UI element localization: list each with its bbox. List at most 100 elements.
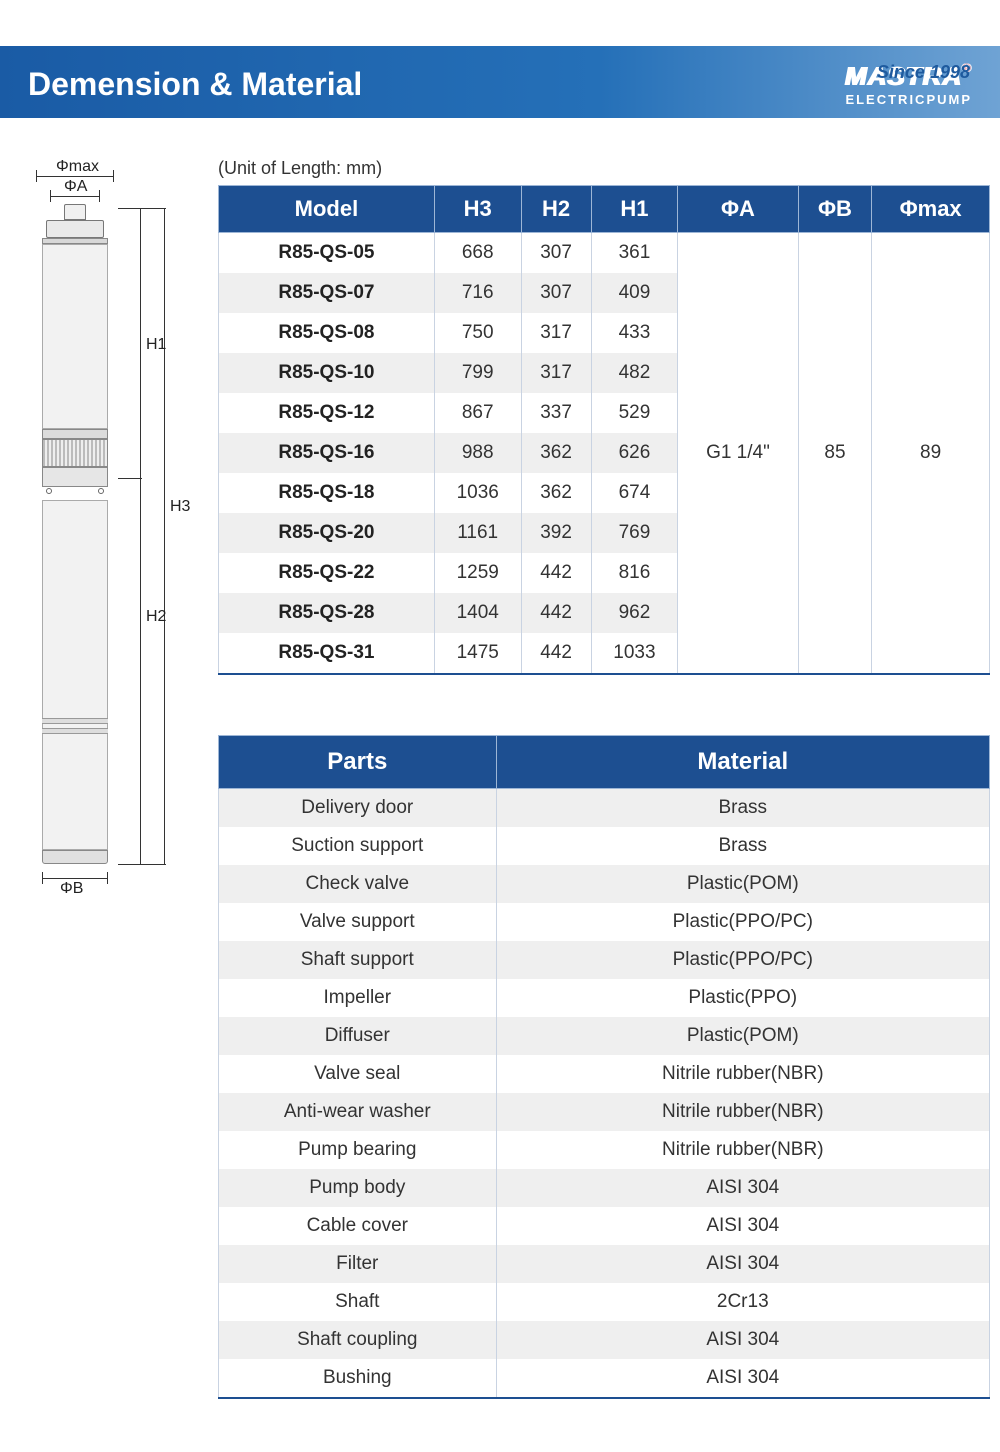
cell-value: 529 [591,393,678,433]
table-row: ImpellerPlastic(PPO) [219,979,990,1017]
cell-model: R85-QS-07 [219,273,435,313]
cell-merged-phi_max: 89 [872,233,990,675]
cell-value: 668 [434,233,521,274]
label-phi-max: Φmax [56,158,99,176]
cell-material: Nitrile rubber(NBR) [496,1055,989,1093]
cell-part: Pump body [219,1169,497,1207]
cell-value: 317 [521,353,591,393]
pump-base-ring-shape [42,467,108,487]
cell-model: R85-QS-22 [219,553,435,593]
cell-value: 1404 [434,593,521,633]
cell-value: 962 [591,593,678,633]
col-phi-a: ΦA [678,186,798,233]
tables-column: (Unit of Length: mm) Model H3 H2 H1 ΦA Φ… [218,158,1000,1399]
cell-material: AISI 304 [496,1359,989,1398]
cell-part: Delivery door [219,789,497,828]
table-row: Anti-wear washerNitrile rubber(NBR) [219,1093,990,1131]
col-h2: H2 [521,186,591,233]
material-table: Parts Material Delivery doorBrassSuction… [218,735,990,1399]
col-phi-b: ΦB [798,186,872,233]
table-row: DiffuserPlastic(POM) [219,1017,990,1055]
label-phi-b: ΦB [60,880,83,898]
pump-band-shape [42,718,108,724]
table-row: Valve supportPlastic(PPO/PC) [219,903,990,941]
cell-value: 1475 [434,633,521,674]
cell-merged-phi_b: 85 [798,233,872,675]
col-phi-max: Φmax [872,186,990,233]
pump-ring-shape [42,429,108,439]
cell-value: 750 [434,313,521,353]
cell-material: AISI 304 [496,1207,989,1245]
table-row: BushingAISI 304 [219,1359,990,1398]
table-row: Check valvePlastic(POM) [219,865,990,903]
table-header-row: Model H3 H2 H1 ΦA ΦB Φmax [219,186,990,233]
cell-material: Plastic(PPO/PC) [496,941,989,979]
cell-value: 674 [591,473,678,513]
pump-motor-shape [42,500,108,850]
cell-value: 362 [521,433,591,473]
cell-value: 392 [521,513,591,553]
cell-value: 769 [591,513,678,553]
cell-value: 626 [591,433,678,473]
pump-band-shape [42,728,108,734]
cell-model: R85-QS-20 [219,513,435,553]
cell-material: 2Cr13 [496,1283,989,1321]
cell-material: AISI 304 [496,1245,989,1283]
cell-part: Shaft coupling [219,1321,497,1359]
cell-value: 1161 [434,513,521,553]
table-row: Shaft supportPlastic(PPO/PC) [219,941,990,979]
cell-value: 433 [591,313,678,353]
cell-model: R85-QS-16 [219,433,435,473]
content-area: Φmax ΦA [0,118,1000,1399]
pump-bolt-shape [98,488,104,494]
dimension-diagram: Φmax ΦA [20,158,190,1399]
cell-part: Filter [219,1245,497,1283]
cell-part: Cable cover [219,1207,497,1245]
cell-value: 482 [591,353,678,393]
table-row: Cable coverAISI 304 [219,1207,990,1245]
cell-material: Plastic(PPO/PC) [496,903,989,941]
cell-material: AISI 304 [496,1321,989,1359]
dimension-table: Model H3 H2 H1 ΦA ΦB Φmax R85-QS-0566830… [218,185,990,675]
pump-cap-shape [64,204,86,220]
pump-filter-shape [42,439,108,467]
cell-value: 442 [521,553,591,593]
col-h1: H1 [591,186,678,233]
cell-value: 362 [521,473,591,513]
pump-top-shape [46,220,104,238]
table-row: Shaft couplingAISI 304 [219,1321,990,1359]
cell-value: 716 [434,273,521,313]
table-header-row: Parts Material [219,736,990,789]
cell-model: R85-QS-05 [219,233,435,274]
table-row: Suction supportBrass [219,827,990,865]
cell-model: R85-QS-12 [219,393,435,433]
col-h3: H3 [434,186,521,233]
cell-material: Nitrile rubber(NBR) [496,1093,989,1131]
cell-part: Valve support [219,903,497,941]
pump-bolt-shape [46,488,52,494]
cell-material: Nitrile rubber(NBR) [496,1131,989,1169]
brand-subtext: ELECTRICPUMP [845,92,972,107]
cell-part: Bushing [219,1359,497,1398]
col-parts: Parts [219,736,497,789]
cell-merged-phi_a: G1 1/4" [678,233,798,675]
cell-value: 317 [521,313,591,353]
cell-part: Check valve [219,865,497,903]
cell-value: 409 [591,273,678,313]
table-row: Shaft2Cr13 [219,1283,990,1321]
cell-material: Brass [496,789,989,828]
col-material: Material [496,736,989,789]
cell-model: R85-QS-08 [219,313,435,353]
since-label: Since 1998 [877,62,970,83]
cell-value: 1036 [434,473,521,513]
cell-part: Impeller [219,979,497,1017]
header-banner: Demension & Material MASTRA® ELECTRICPUM… [0,46,1000,118]
table-row: FilterAISI 304 [219,1245,990,1283]
cell-value: 816 [591,553,678,593]
cell-material: Brass [496,827,989,865]
cell-part: Shaft support [219,941,497,979]
cell-model: R85-QS-28 [219,593,435,633]
cell-model: R85-QS-10 [219,353,435,393]
cell-value: 442 [521,593,591,633]
cell-material: Plastic(PPO) [496,979,989,1017]
